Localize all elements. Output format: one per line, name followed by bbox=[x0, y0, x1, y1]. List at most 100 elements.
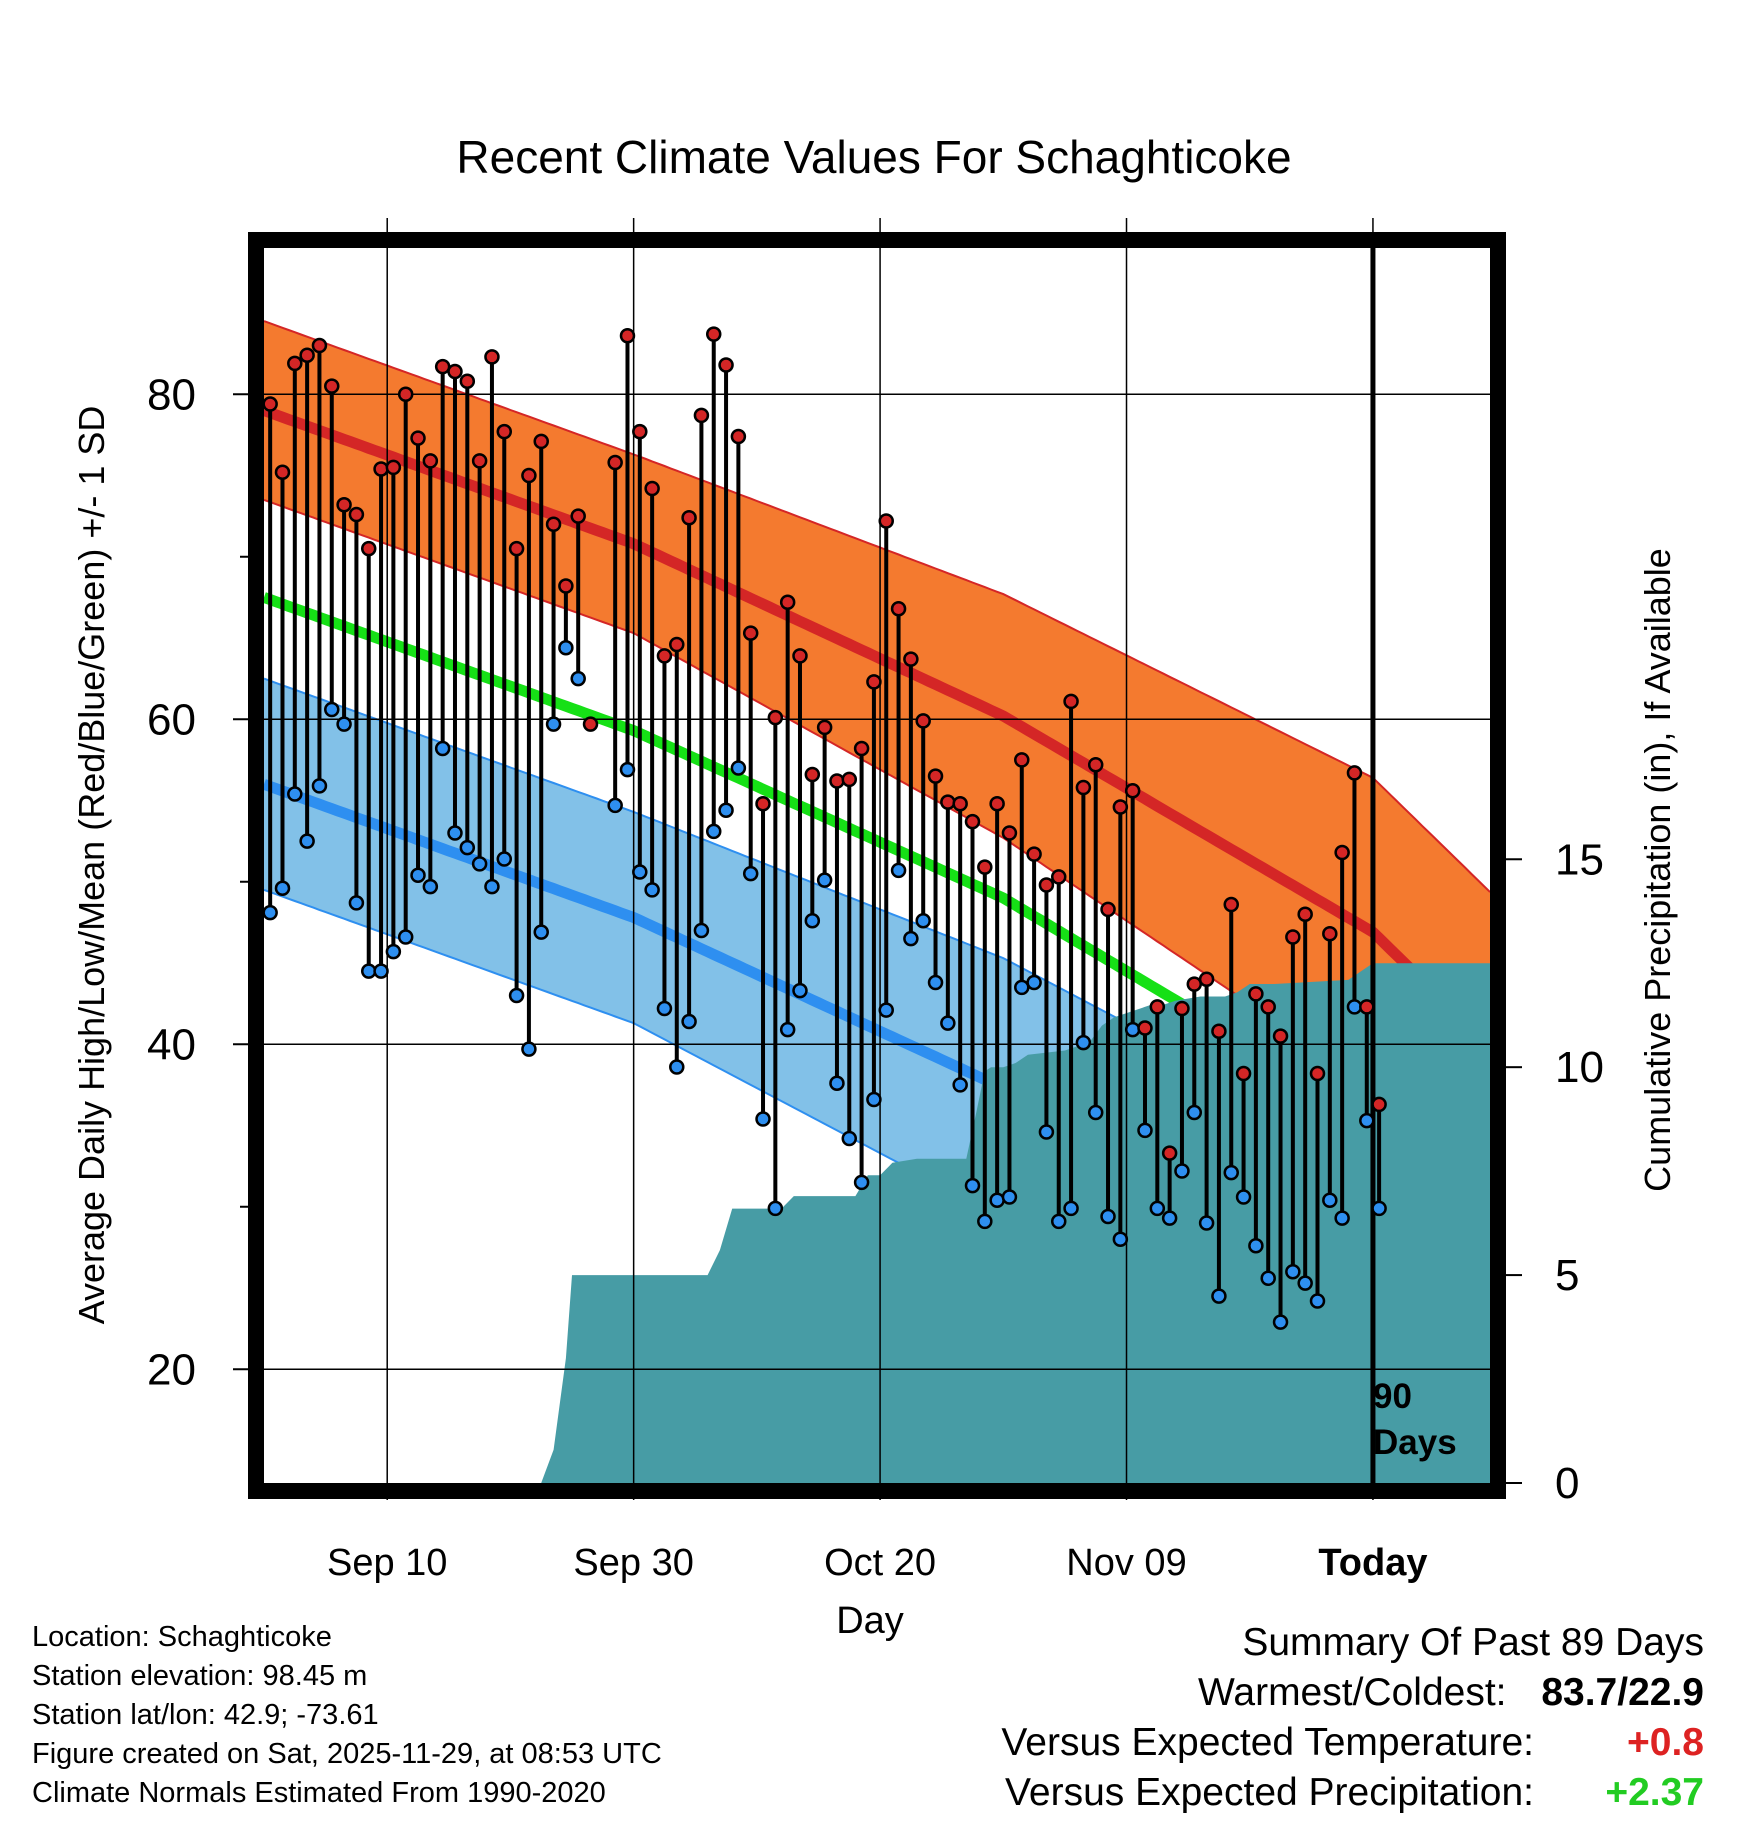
daily-high-point bbox=[816, 719, 833, 736]
daily-low-point bbox=[299, 833, 315, 849]
daily-high-point bbox=[890, 601, 907, 617]
daily-low-point bbox=[964, 1177, 981, 1194]
y-tick-label-right: 15 bbox=[1555, 835, 1604, 884]
daily-low-point bbox=[422, 878, 439, 895]
daily-low-point bbox=[755, 1111, 771, 1127]
daily-high-point bbox=[360, 540, 377, 557]
daily-low-point bbox=[545, 716, 562, 732]
daily-low-point bbox=[1322, 1192, 1338, 1208]
daily-high-point bbox=[853, 740, 870, 757]
daily-low-point bbox=[829, 1075, 845, 1091]
daily-high-point bbox=[1038, 877, 1055, 893]
daily-low-point bbox=[1248, 1238, 1264, 1254]
normals-text: Climate Normals Estimated From 1990-2020 bbox=[32, 1777, 606, 1809]
daily-high-point bbox=[1285, 929, 1301, 945]
plot-frame bbox=[248, 232, 1506, 1499]
daily-low-point bbox=[989, 1192, 1005, 1208]
daily-low-point bbox=[447, 825, 463, 841]
daily-high-point bbox=[940, 794, 956, 810]
daily-high-point bbox=[447, 363, 463, 380]
daily-high-point bbox=[1223, 896, 1239, 913]
y-axis-label-left: Average Daily High/Low/Mean (Red/Blue/Gr… bbox=[71, 405, 112, 1325]
daily-low-point bbox=[977, 1213, 993, 1230]
chart-title: Recent Climate Values For Schaghticoke bbox=[456, 131, 1292, 183]
daily-high-point bbox=[1235, 1065, 1252, 1082]
daily-high-point bbox=[1334, 844, 1350, 861]
daily-high-point bbox=[644, 480, 660, 497]
daily-high-point bbox=[459, 373, 476, 389]
daily-low-point bbox=[669, 1059, 685, 1075]
daily-high-point bbox=[607, 454, 623, 471]
daily-high-point bbox=[989, 796, 1005, 812]
daily-high-point bbox=[1014, 752, 1030, 768]
daily-high-point bbox=[927, 768, 944, 784]
daily-high-point bbox=[1063, 693, 1079, 710]
daily-high-point bbox=[422, 453, 439, 469]
precip-anomaly-value: +2.37 bbox=[1605, 1771, 1704, 1814]
daily-high-point bbox=[915, 713, 931, 729]
location-text: Location: Schaghticoke bbox=[32, 1621, 332, 1653]
daily-low-point bbox=[927, 974, 944, 991]
daily-high-point bbox=[619, 328, 636, 344]
daily-low-point bbox=[521, 1041, 537, 1057]
daily-high-point bbox=[977, 859, 993, 875]
y-axis-label-right: Cumulative Precipitation (in), If Availa… bbox=[1637, 548, 1678, 1192]
daily-high-point bbox=[1211, 1023, 1227, 1039]
daily-high-point bbox=[521, 467, 537, 484]
daily-high-point bbox=[1371, 1096, 1387, 1113]
daily-high-point bbox=[496, 423, 513, 440]
daily-high-point bbox=[385, 459, 402, 476]
daily-high-point bbox=[693, 407, 710, 424]
daily-high-point bbox=[632, 423, 648, 440]
daily-low-point bbox=[952, 1077, 968, 1093]
daily-high-point bbox=[878, 513, 894, 529]
daily-low-point bbox=[878, 1002, 894, 1018]
daily-high-point bbox=[484, 349, 500, 365]
daily-low-point bbox=[459, 839, 476, 856]
daily-low-point bbox=[890, 862, 907, 879]
y-tick-label-left: 60 bbox=[147, 695, 196, 744]
daily-high-point bbox=[1297, 906, 1313, 922]
daily-high-point bbox=[287, 355, 303, 372]
elevation-text: Station elevation: 98.45 m bbox=[32, 1660, 368, 1692]
daily-low-point bbox=[1346, 999, 1363, 1015]
daily-high-point bbox=[434, 358, 451, 375]
daily-high-point bbox=[471, 453, 488, 469]
daily-low-point bbox=[484, 878, 500, 895]
daily-high-point bbox=[1272, 1028, 1289, 1044]
daily-low-point bbox=[792, 982, 808, 999]
daily-low-point bbox=[607, 797, 623, 814]
daily-low-point bbox=[779, 1021, 796, 1038]
daily-high-point bbox=[1137, 1020, 1153, 1036]
daily-low-point bbox=[656, 1000, 673, 1017]
daily-low-point bbox=[348, 895, 365, 911]
daily-high-point bbox=[336, 497, 352, 513]
daily-low-point bbox=[1186, 1104, 1203, 1121]
daily-high-point bbox=[1149, 999, 1166, 1015]
x-tick-label: Nov 09 bbox=[1066, 1542, 1186, 1584]
daily-low-point bbox=[1112, 1231, 1129, 1247]
daily-high-point bbox=[779, 594, 796, 610]
daily-high-point bbox=[410, 430, 426, 446]
daily-high-point bbox=[1087, 757, 1104, 773]
daily-low-point bbox=[940, 1015, 956, 1031]
x-axis-label: Day bbox=[836, 1600, 904, 1642]
daily-low-point bbox=[1137, 1122, 1153, 1139]
daily-low-point bbox=[1014, 979, 1030, 996]
daily-low-point bbox=[262, 904, 278, 921]
x-tick-label: Today bbox=[1318, 1542, 1427, 1584]
created-text: Figure created on Sat, 2025-11-29, at 08… bbox=[32, 1738, 662, 1770]
daily-high-point bbox=[1050, 869, 1067, 885]
daily-low-point bbox=[373, 963, 389, 979]
daily-low-point bbox=[1149, 1200, 1166, 1217]
daily-high-point bbox=[1161, 1145, 1178, 1161]
daily-high-point bbox=[681, 510, 697, 526]
daily-low-point bbox=[1285, 1264, 1301, 1280]
latlon-text: Station lat/lon: 42.9; -73.61 bbox=[32, 1699, 379, 1731]
daily-low-point bbox=[915, 913, 931, 929]
daily-low-point bbox=[1100, 1208, 1116, 1225]
daily-low-point bbox=[853, 1174, 870, 1191]
daily-low-point bbox=[632, 864, 648, 880]
daily-high-point bbox=[1001, 825, 1018, 841]
